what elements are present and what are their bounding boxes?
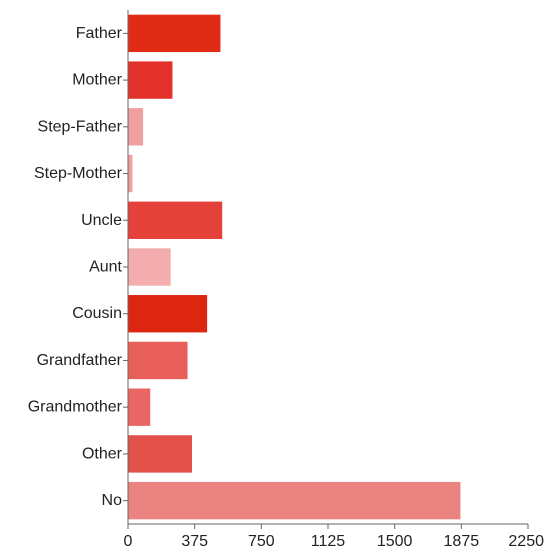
category-label-aunt: Aunt [89,259,122,276]
category-labels: Father Mother Step-Father Step-Mother Uncle A… [28,25,128,509]
category-label-no: No [102,492,123,509]
x-tick-label-1875: 1875 [444,533,480,550]
category-label-step-father: Step-Father [38,118,123,135]
bar-no [128,481,461,520]
bar-other [128,435,192,473]
x-tick-label-0: 0 [124,533,133,550]
category-label-uncle: Uncle [81,212,122,229]
category-label-father: Father [76,25,123,42]
category-label-grandmother: Grandmother [28,399,123,416]
bar-step-father [128,108,144,146]
bar-cousin [128,295,208,333]
category-label-other: Other [82,445,123,462]
bar-mother [128,61,173,99]
category-label-grandfather: Grandfather [37,352,123,369]
x-tick-label-1500: 1500 [377,533,413,550]
bar-grandfather [128,341,188,380]
category-label-step-mother: Step-Mother [34,165,123,182]
x-tick-label-750: 750 [248,533,275,550]
bar-grandmother [128,388,151,426]
x-axis-ticks: 0 375 750 1125 1500 1875 2250 [124,524,544,550]
x-tick-label-375: 375 [181,533,208,550]
x-tick-label-1125: 1125 [311,533,346,550]
bar-father [128,14,221,53]
bar-step-mother [128,154,133,193]
category-label-cousin: Cousin [72,305,122,322]
bar-uncle [128,201,223,239]
bars-group [128,14,461,520]
x-tick-label-2250: 2250 [508,533,544,550]
category-label-mother: Mother [72,72,122,89]
bar-aunt [128,248,171,286]
